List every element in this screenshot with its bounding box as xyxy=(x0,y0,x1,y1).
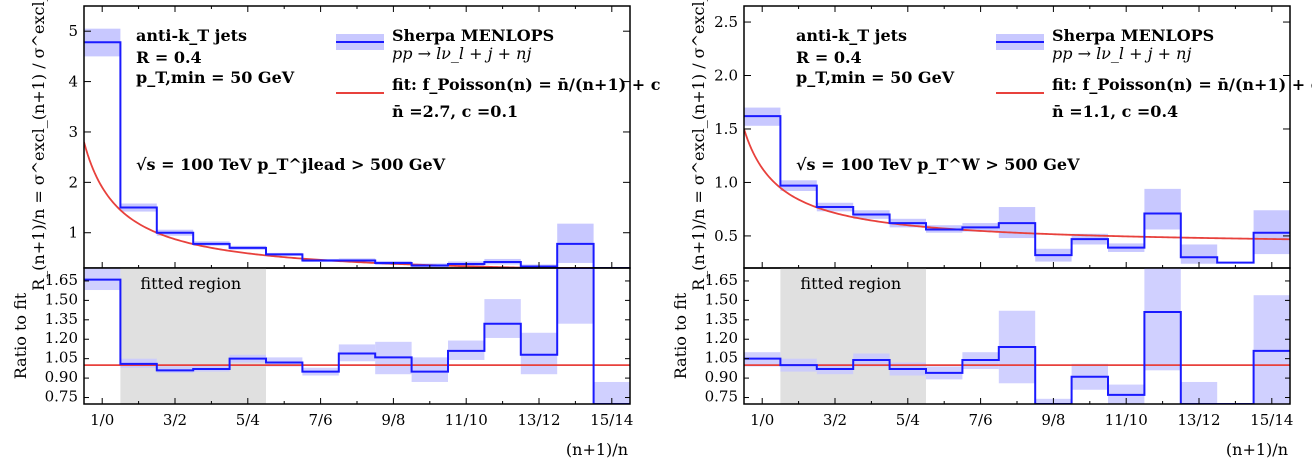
legend-process-label: pp → lν_l + j + nj xyxy=(392,44,531,63)
x-axis-label: (n+1)/n xyxy=(566,440,628,459)
ratio-histogram xyxy=(744,311,1290,404)
ratio-y-tick-label: 0.75 xyxy=(705,388,738,406)
x-tick-label: 11/10 xyxy=(445,411,488,429)
jet-radius-label: R = 0.4 xyxy=(796,48,862,67)
ratio-y-tick-label: 1.05 xyxy=(45,349,78,367)
fitted-region-shade xyxy=(780,268,926,404)
legend-fit-params: n̄ =1.1, c =0.4 xyxy=(1052,102,1178,121)
uncertainty-band xyxy=(1180,244,1218,264)
ratio-y-tick-label: 1.50 xyxy=(705,290,738,308)
sherpa-histogram xyxy=(84,41,630,268)
ratio-uncertainty-band xyxy=(1144,268,1181,371)
ratio-y-tick-label: 1.65 xyxy=(705,271,738,289)
ratio-uncertainty-band xyxy=(520,332,558,375)
y-tick-label: 1.5 xyxy=(714,120,738,138)
fitted-region-label: fitted region xyxy=(140,274,241,293)
y-tick-label: 2.5 xyxy=(714,13,738,31)
x-tick-label: 5/4 xyxy=(236,411,260,429)
sherpa-histogram xyxy=(744,115,1290,264)
ratio-y-tick-label: 0.90 xyxy=(705,368,738,386)
x-tick-label: 11/10 xyxy=(1105,411,1148,429)
ratio-plot-area xyxy=(744,268,1290,404)
legend-series-label: Sherpa MENLOPS xyxy=(1052,26,1214,45)
uncertainty-band xyxy=(1144,188,1181,230)
legend-process-label: pp → lν_l + j + nj xyxy=(1052,44,1191,63)
ratio-uncertainty-band xyxy=(484,299,521,338)
ratio-y-tick-label: 1.35 xyxy=(705,310,738,328)
fitted-region-label: fitted region xyxy=(800,274,901,293)
ratio-histogram xyxy=(84,268,630,404)
ratio-y-tick-label: 0.75 xyxy=(45,388,78,406)
y-tick-label: 0.5 xyxy=(714,227,738,245)
legend-series-label: Sherpa MENLOPS xyxy=(392,26,554,45)
x-tick-label: 15/14 xyxy=(590,411,633,429)
x-tick-label: 1/0 xyxy=(90,411,114,429)
ratio-plot-area xyxy=(84,268,630,404)
ratio-y-tick-label: 1.05 xyxy=(705,349,738,367)
x-tick-label: 7/6 xyxy=(309,411,333,429)
fit-curve xyxy=(84,141,630,268)
x-tick-label: 3/2 xyxy=(823,411,847,429)
cuts-label: √s = 100 TeV p_T^W > 500 GeV xyxy=(796,155,1080,174)
ratio-uncertainty-band xyxy=(1253,295,1290,404)
x-tick-label: 1/0 xyxy=(750,411,774,429)
y-tick-label: 4 xyxy=(68,73,78,91)
right-panel: 0.5 1.0 1.5 2.0 2.5 anti-k_T jets R = 0.4p_T,m… xyxy=(671,0,1312,459)
ratio-y-tick-label: 0.90 xyxy=(45,368,78,386)
legend-fit-params: n̄ =2.7, c =0.1 xyxy=(392,102,518,121)
ratio-y-tick-label: 1.65 xyxy=(45,271,78,289)
ratio-uncertainty-band xyxy=(557,268,594,324)
legend-fit-label: fit: f_Poisson(n) = n̄/(n+1) + c xyxy=(1052,75,1312,94)
x-tick-label: 15/14 xyxy=(1250,411,1293,429)
y-tick-label: 1.0 xyxy=(714,173,738,191)
x-tick-label: 9/8 xyxy=(1041,411,1065,429)
ratio-uncertainty-band xyxy=(593,381,630,404)
ratio-y-tick-label: 1.20 xyxy=(705,329,738,347)
fitted-region-shade xyxy=(120,268,267,404)
x-tick-label: 3/2 xyxy=(163,411,187,429)
x-axis-label: (n+1)/n xyxy=(1226,440,1288,459)
legend-fit-label: fit: f_Poisson(n) = n̄/(n+1) + c xyxy=(392,75,661,94)
y-tick-label: 3 xyxy=(68,123,78,141)
jet-algorithm-label: anti-k_T jets xyxy=(136,26,247,45)
y-tick-label: 1 xyxy=(68,224,78,242)
ratio-y-axis-label: Ratio to fit xyxy=(671,292,690,379)
ratio-y-tick-label: 1.35 xyxy=(45,310,78,328)
x-tick-label: 7/6 xyxy=(969,411,993,429)
ptmin-label: p_T,min = 50 GeV xyxy=(796,68,955,87)
x-tick-label: 13/12 xyxy=(1177,411,1220,429)
ratio-y-tick-label: 1.20 xyxy=(45,329,78,347)
ptmin-label: p_T,min = 50 GeV xyxy=(136,68,295,87)
cuts-label: √s = 100 TeV p_T^jlead > 500 GeV xyxy=(136,155,446,174)
y-axis-label: R_(n+1)/n = σ^excl_(n+1) / σ^excl_n xyxy=(689,0,708,291)
ratio-y-axis-label: Ratio to fit xyxy=(11,292,30,379)
jet-algorithm-label: anti-k_T jets xyxy=(796,26,907,45)
y-tick-label: 2.0 xyxy=(714,67,738,85)
ratio-y-tick-label: 1.50 xyxy=(45,290,78,308)
x-tick-label: 5/4 xyxy=(896,411,920,429)
x-tick-label: 13/12 xyxy=(517,411,560,429)
y-tick-label: 5 xyxy=(68,22,78,40)
x-tick-label: 9/8 xyxy=(381,411,405,429)
ratio-uncertainty-band xyxy=(1180,381,1218,404)
jet-radius-label: R = 0.4 xyxy=(136,48,202,67)
y-axis-label: R_(n+1)/n = σ^excl_(n+1) / σ^excl_n xyxy=(29,0,48,291)
fit-curve xyxy=(744,128,1290,241)
left-panel: 1 2 3 4 5 anti-k_T jets R = 0.4p_T,min = 50 Ge… xyxy=(11,0,661,459)
main-plot-area xyxy=(744,107,1290,264)
y-tick-label: 2 xyxy=(68,173,78,191)
ratio-uncertainty-band xyxy=(411,357,448,382)
